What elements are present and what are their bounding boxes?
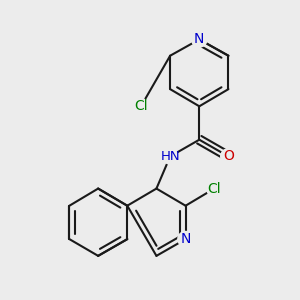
Circle shape [162,149,178,164]
Circle shape [207,181,222,196]
Text: N: N [180,232,191,246]
Text: N: N [194,32,205,46]
Circle shape [221,149,236,164]
Circle shape [178,231,193,247]
Circle shape [133,99,149,114]
Circle shape [192,32,207,47]
Text: Cl: Cl [134,99,148,113]
Text: HN: HN [160,150,180,163]
Text: O: O [223,149,234,164]
Text: Cl: Cl [208,182,221,196]
